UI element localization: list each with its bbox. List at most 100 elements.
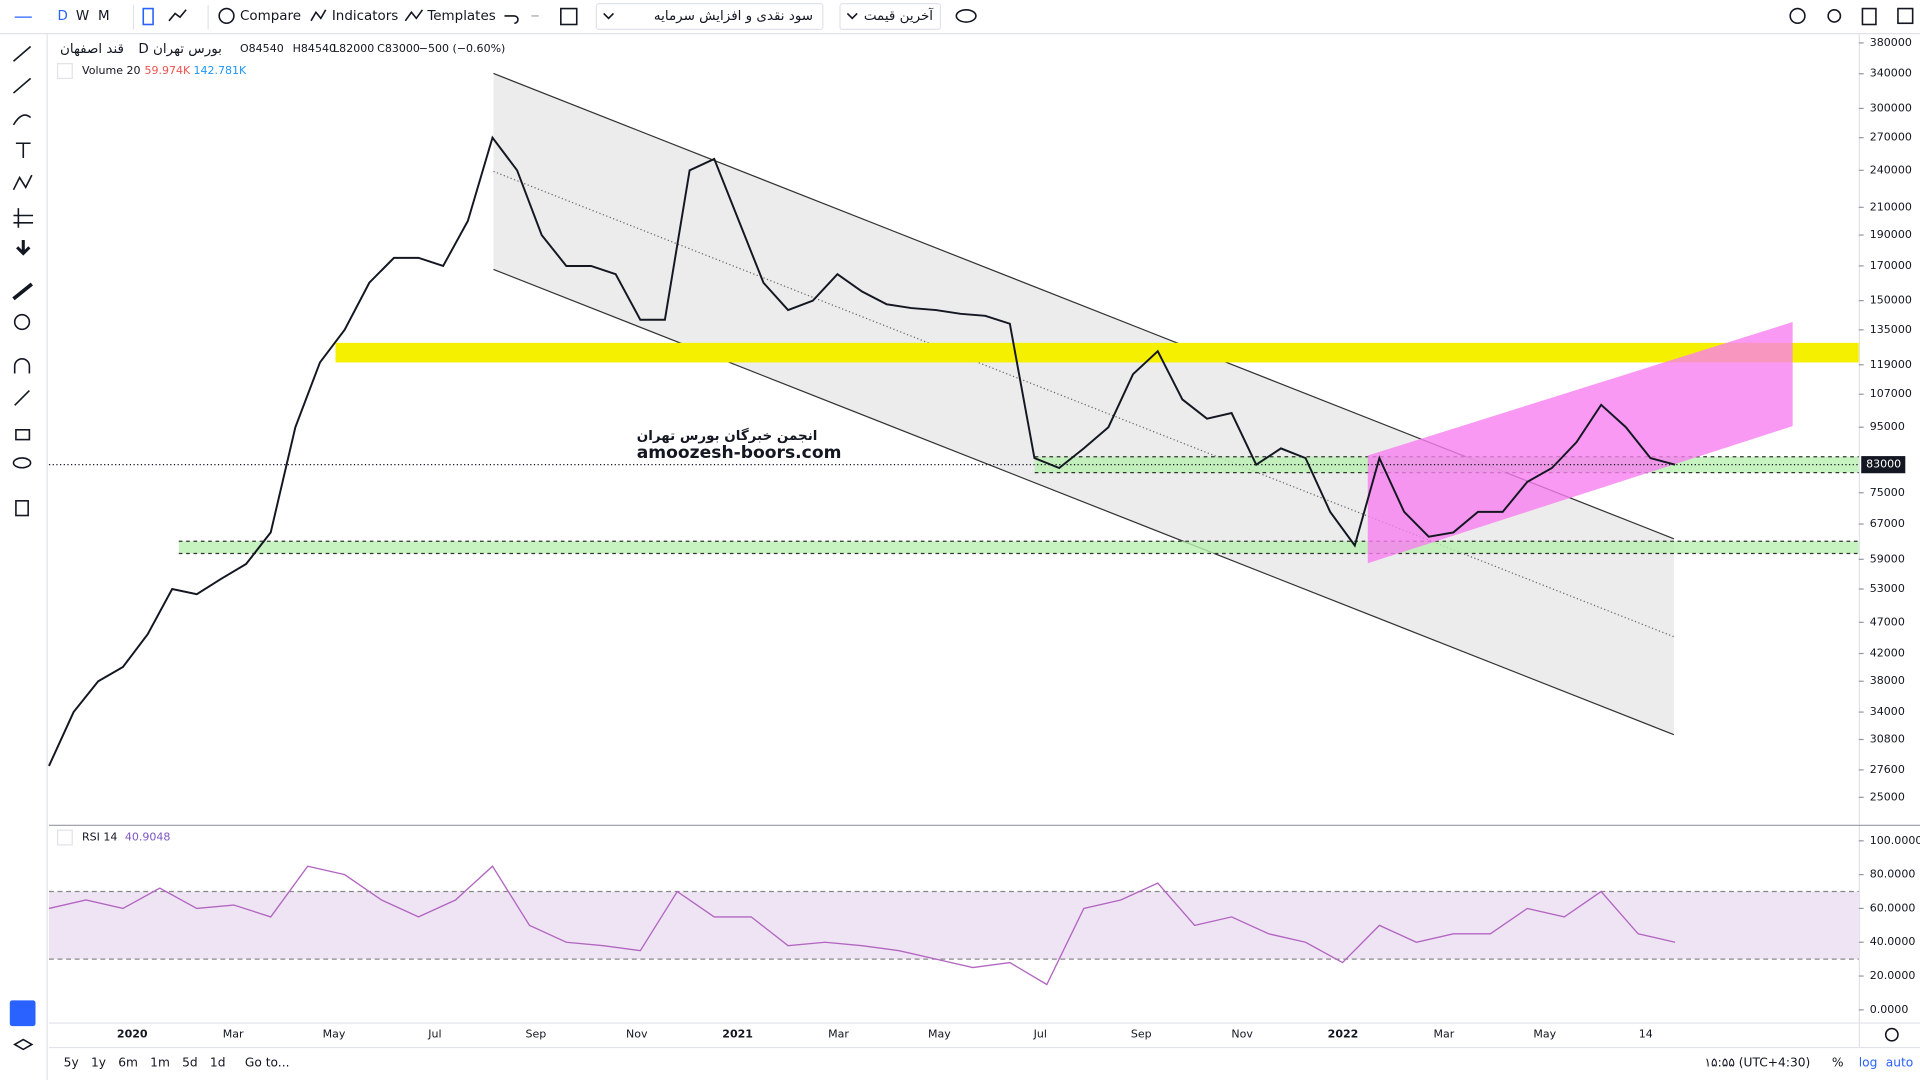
indicators-icon[interactable] — [310, 9, 327, 22]
y-tick-label: 53000 — [1870, 582, 1905, 595]
rsi-value: 40.9048 — [125, 831, 171, 844]
interval: D — [138, 42, 148, 57]
object-tree[interactable] — [13, 1038, 34, 1051]
zoom-tool[interactable] — [13, 313, 31, 331]
y-tick-label: 135000 — [1870, 323, 1912, 336]
arrow-tool[interactable] — [16, 240, 31, 256]
watermark: amoozesh-boors.com — [637, 443, 842, 463]
y-tick-label: 95000 — [1870, 420, 1905, 433]
collapse[interactable] — [56, 829, 73, 846]
lock-tool[interactable] — [15, 429, 31, 441]
symbol: قند اصفهان — [60, 42, 124, 57]
indicators-button[interactable]: Indicators — [332, 9, 398, 24]
dividends-select-label: سود نقدی و افزایش سرمایه — [654, 9, 813, 24]
x-tick-label: Jul — [1033, 1028, 1047, 1041]
text-tool[interactable] — [15, 142, 31, 158]
interval[interactable]: M — [98, 9, 110, 24]
y-tick-label: 210000 — [1870, 200, 1912, 213]
rsi-label: RSI 14 — [82, 831, 117, 844]
range-button[interactable]: 5d — [182, 1055, 198, 1069]
axis-settings[interactable] — [1884, 1027, 1899, 1042]
templates-button[interactable]: Templates — [426, 9, 495, 24]
x-tick-label: Sep — [1131, 1028, 1152, 1041]
volume-label: Volume 20 — [82, 64, 141, 77]
y-tick-label: 190000 — [1870, 228, 1912, 241]
snapshot[interactable] — [1861, 7, 1877, 26]
range-button[interactable]: 5y — [64, 1055, 79, 1069]
change: −500 (−0.60%) — [419, 42, 506, 55]
y-tick-label: 240000 — [1870, 163, 1912, 176]
range-button[interactable]: 1m — [150, 1055, 170, 1069]
x-tick-label: 2021 — [722, 1028, 753, 1041]
brush-tool[interactable] — [12, 114, 32, 126]
hide-icon[interactable] — [955, 9, 977, 23]
fullscreen[interactable] — [560, 7, 578, 26]
y-tick-label: 42000 — [1870, 647, 1905, 660]
x-tick-label: May — [323, 1028, 346, 1041]
collapse[interactable] — [56, 63, 73, 79]
range-button[interactable]: 1d — [210, 1055, 226, 1069]
range-button[interactable]: 6m — [118, 1055, 138, 1069]
magnet-tool[interactable] — [13, 358, 31, 374]
y-tick-label: 340000 — [1870, 67, 1912, 80]
compare-icon[interactable] — [218, 7, 235, 25]
x-tick-label: May — [928, 1028, 951, 1041]
trendline-tool[interactable] — [12, 45, 32, 62]
y-tick-label: 107000 — [1870, 387, 1912, 400]
fib-tool[interactable] — [12, 77, 32, 94]
bars-icon[interactable] — [142, 7, 154, 26]
y-tick-label: 75000 — [1870, 486, 1905, 499]
price-source-select[interactable] — [839, 3, 942, 30]
x-tick-label: Nov — [626, 1028, 648, 1041]
rsi-line — [48, 865, 1676, 986]
rsi-band — [48, 891, 1859, 960]
close: C83000 — [377, 42, 420, 55]
line-icon[interactable] — [168, 9, 187, 22]
favorites[interactable] — [9, 1000, 36, 1027]
price-line — [48, 135, 1676, 767]
settings[interactable] — [1789, 7, 1806, 25]
interval[interactable]: W — [76, 9, 89, 24]
layout[interactable] — [1897, 7, 1914, 25]
y-tick-label: 100.0000 — [1870, 834, 1920, 847]
top-toolbar: D W M Compare Indicators Templates سود ن… — [14, 3, 1914, 30]
y-tick-label: 59000 — [1870, 552, 1905, 565]
y-tick-label: 170000 — [1870, 259, 1912, 272]
x-tick-label: Jul — [427, 1028, 441, 1041]
goto[interactable]: Go to... — [245, 1055, 290, 1069]
open: O84540 — [240, 42, 284, 55]
scale-option[interactable]: log — [1859, 1055, 1878, 1069]
y-tick-label: 150000 — [1870, 294, 1912, 307]
delete-tool[interactable] — [15, 500, 29, 517]
y-tick-label: 0.0000 — [1870, 1003, 1909, 1016]
exchange: بورس تهران — [153, 42, 222, 57]
scale-option[interactable]: auto — [1886, 1055, 1914, 1069]
stay-drawing[interactable] — [14, 390, 30, 406]
interval[interactable]: D — [58, 9, 68, 24]
share[interactable] — [1827, 9, 1842, 23]
templates-icon[interactable] — [404, 9, 424, 22]
y-tick-label: 80.0000 — [1870, 868, 1916, 881]
compare-button[interactable]: Compare — [240, 9, 301, 24]
y-tick-label: 27600 — [1870, 763, 1905, 776]
low: L82000 — [333, 42, 374, 55]
y-tick-label: 34000 — [1870, 705, 1905, 718]
dividends-select[interactable] — [595, 3, 824, 30]
scale-option[interactable]: % — [1832, 1055, 1844, 1069]
prediction-tool[interactable] — [13, 208, 34, 228]
x-tick-label: 2020 — [117, 1028, 148, 1041]
undo[interactable] — [504, 15, 519, 25]
y-tick-label: 30800 — [1870, 732, 1905, 745]
range-button[interactable]: 1y — [91, 1055, 106, 1069]
visibility-tool[interactable] — [12, 457, 32, 469]
y-tick-label: 300000 — [1870, 101, 1912, 114]
pattern-tool[interactable] — [12, 174, 33, 191]
ruler-tool[interactable] — [12, 282, 33, 301]
watermark: انجمن خبرگان بورس تهران — [637, 427, 818, 444]
x-tick-label: 14 — [1639, 1028, 1653, 1041]
y-tick-label: 380000 — [1870, 36, 1912, 49]
price-source-label: آخرین قیمت — [864, 7, 934, 24]
volume-value: 59.974K — [144, 64, 191, 77]
